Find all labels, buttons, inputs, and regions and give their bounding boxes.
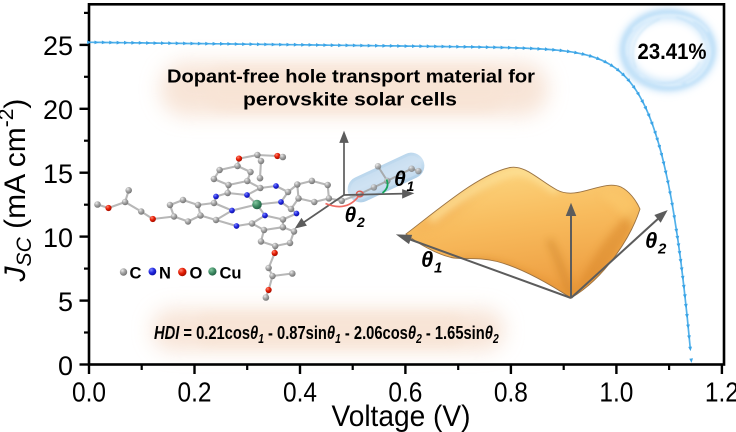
svg-text:1: 1 — [434, 260, 442, 277]
svg-text:10: 10 — [43, 223, 73, 253]
svg-text:25: 25 — [43, 31, 73, 61]
svg-text:0.0: 0.0 — [72, 377, 106, 408]
svg-text:1.2: 1.2 — [705, 377, 736, 408]
svg-text:JSC (mA cm-2): JSC (mA cm-2) — [0, 99, 36, 283]
svg-text:0.8: 0.8 — [494, 377, 528, 408]
svg-text:Voltage (V): Voltage (V) — [332, 400, 471, 432]
svg-text:2: 2 — [657, 241, 667, 258]
svg-text:15: 15 — [43, 159, 73, 189]
svg-text:0.2: 0.2 — [178, 377, 212, 408]
svg-text:1.0: 1.0 — [599, 377, 633, 408]
svg-text:HDI = 0.21cosθ1 - 0.87sinθ1 -: HDI = 0.21cosθ1 - 0.87sinθ1 - 2.06cosθ2 … — [154, 322, 499, 346]
svg-text:N: N — [159, 265, 171, 283]
svg-text:O: O — [190, 265, 203, 283]
svg-text:2: 2 — [356, 214, 365, 230]
svg-text:5: 5 — [58, 287, 73, 317]
svg-text:23.41%: 23.41% — [638, 39, 707, 64]
svg-text:0: 0 — [58, 351, 73, 381]
svg-text:20: 20 — [43, 95, 73, 125]
svg-text:θ: θ — [645, 228, 657, 253]
svg-text:Cu: Cu — [220, 265, 242, 283]
svg-text:0.4: 0.4 — [283, 377, 317, 408]
svg-text:0.6: 0.6 — [388, 377, 422, 408]
svg-text:perovskite solar cells: perovskite solar cells — [243, 88, 457, 109]
svg-text:Dopant-free hole transport mat: Dopant-free hole transport material for — [167, 65, 535, 86]
svg-text:θ: θ — [394, 168, 406, 191]
svg-text:C: C — [130, 265, 142, 283]
svg-text:θ: θ — [345, 204, 357, 227]
svg-text:1: 1 — [407, 178, 415, 194]
svg-text:θ: θ — [421, 247, 433, 272]
